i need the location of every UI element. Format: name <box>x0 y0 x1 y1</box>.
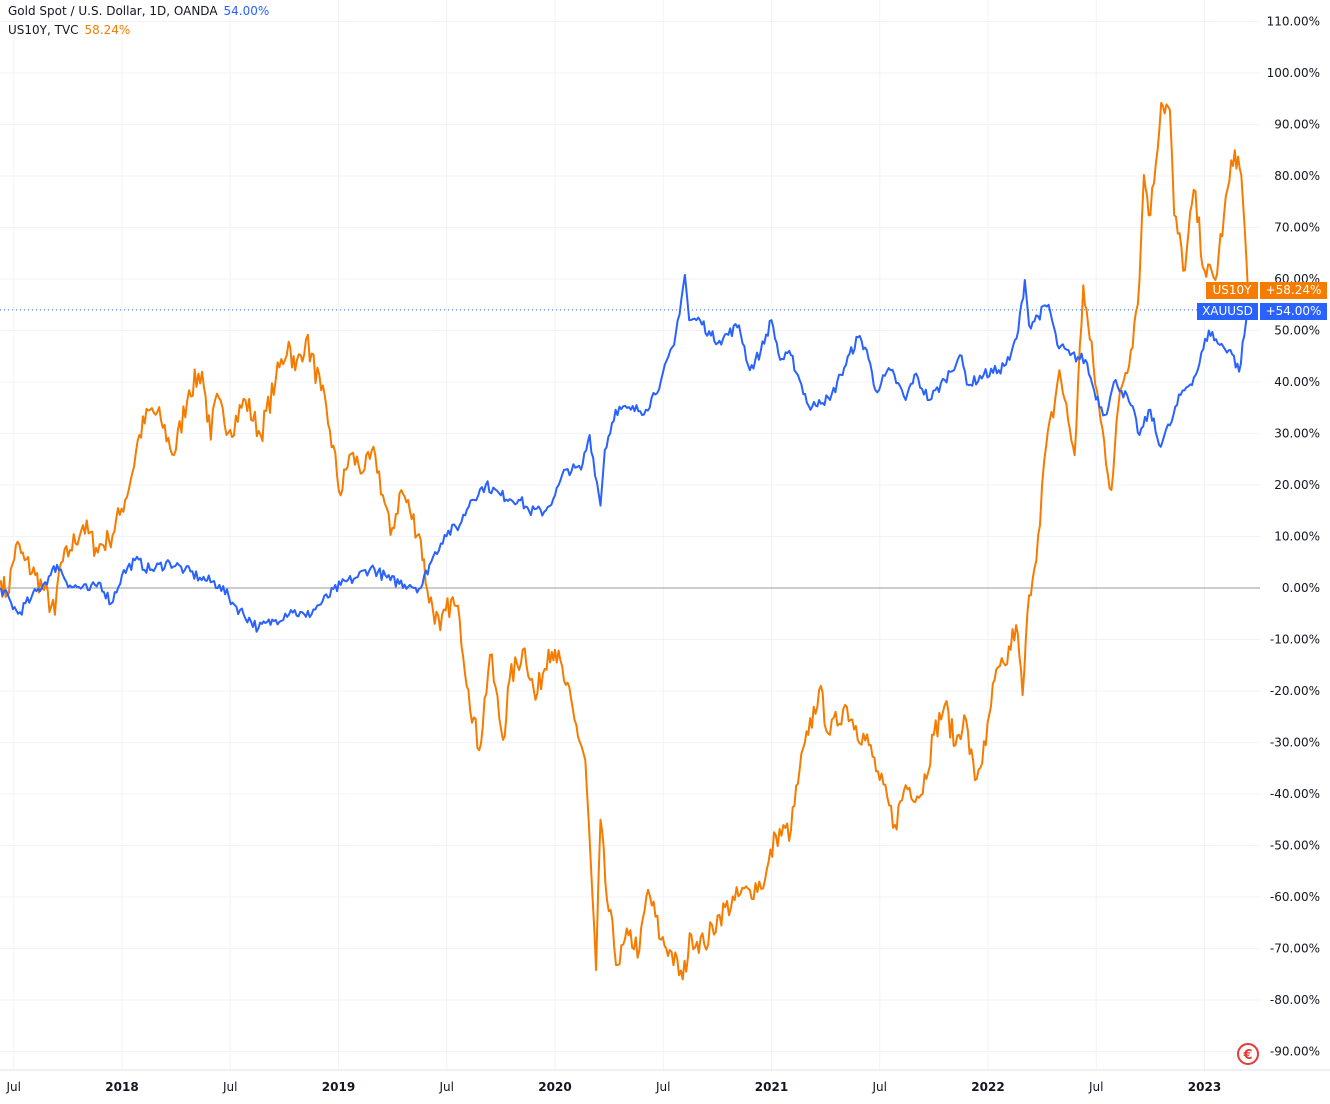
x-tick-label: 2022 <box>971 1080 1004 1094</box>
legend-value: 54.00% <box>223 4 270 18</box>
y-tick-label: 0.00% <box>1282 581 1320 595</box>
legend-us10y[interactable]: US10Y, TVC 58.24% <box>8 23 130 37</box>
y-tick-label: -30.00% <box>1270 736 1320 750</box>
xauusd-symbol-tag: XAUUSD <box>1197 303 1258 320</box>
y-tick-label: 90.00% <box>1274 118 1320 132</box>
price-axis[interactable]: 110.00%100.00%90.00%80.00%70.00%60.00%50… <box>1267 15 1320 1059</box>
y-tick-label: 50.00% <box>1274 324 1320 338</box>
y-tick-label: -70.00% <box>1270 942 1320 956</box>
legend-title: Gold Spot / U.S. Dollar, 1D, OANDA <box>8 4 218 18</box>
svg-text:€: € <box>1242 1048 1252 1063</box>
y-tick-label: 10.00% <box>1274 530 1320 544</box>
x-tick-label: Jul <box>439 1080 454 1094</box>
y-tick-label: 70.00% <box>1274 221 1320 235</box>
grid <box>0 0 1260 1070</box>
y-tick-label: -10.00% <box>1270 633 1320 647</box>
us10y-symbol-tag: US10Y <box>1206 282 1258 299</box>
logo-icon: € <box>1237 1043 1259 1065</box>
y-tick-label: -90.00% <box>1270 1045 1320 1059</box>
y-tick-label: -40.00% <box>1270 787 1320 801</box>
x-tick-label: Jul <box>222 1080 237 1094</box>
x-tick-label: 2023 <box>1188 1080 1221 1094</box>
y-tick-label: 30.00% <box>1274 427 1320 441</box>
xauusd-value-tag: +54.00% <box>1260 303 1327 320</box>
y-tick-label: 100.00% <box>1267 66 1320 80</box>
y-tick-label: -60.00% <box>1270 890 1320 904</box>
y-tick-label: 20.00% <box>1274 478 1320 492</box>
legend-value: 58.24% <box>84 23 131 37</box>
series-line-us10y[interactable] <box>0 101 1249 981</box>
y-tick-label: 40.00% <box>1274 375 1320 389</box>
time-axis[interactable]: Jul 2018 Jul 2019 Jul 2020 Jul 2021 Jul 2022 Jul 20… <box>6 1080 1222 1094</box>
series-lines <box>0 101 1260 981</box>
x-tick-label: Jul <box>872 1080 887 1094</box>
y-tick-label: -50.00% <box>1270 839 1320 853</box>
y-tick-label: 80.00% <box>1274 169 1320 183</box>
x-tick-label: Jul <box>1088 1080 1103 1094</box>
y-tick-label: -20.00% <box>1270 684 1320 698</box>
y-tick-label: -80.00% <box>1270 993 1320 1007</box>
us10y-value-tag: +58.24% <box>1260 282 1327 299</box>
series-line-xauusd[interactable] <box>0 273 1249 633</box>
x-tick-label: 2019 <box>322 1080 355 1094</box>
x-tick-label: 2018 <box>105 1080 138 1094</box>
y-tick-label: 110.00% <box>1267 15 1320 29</box>
x-tick-label: 2020 <box>538 1080 571 1094</box>
x-tick-label: Jul <box>655 1080 670 1094</box>
legend-xauusd[interactable]: Gold Spot / U.S. Dollar, 1D, OANDA 54.00% <box>8 4 269 18</box>
x-tick-label: 2021 <box>755 1080 788 1094</box>
legend-title: US10Y, TVC <box>8 23 79 37</box>
x-tick-label: Jul <box>6 1080 21 1094</box>
